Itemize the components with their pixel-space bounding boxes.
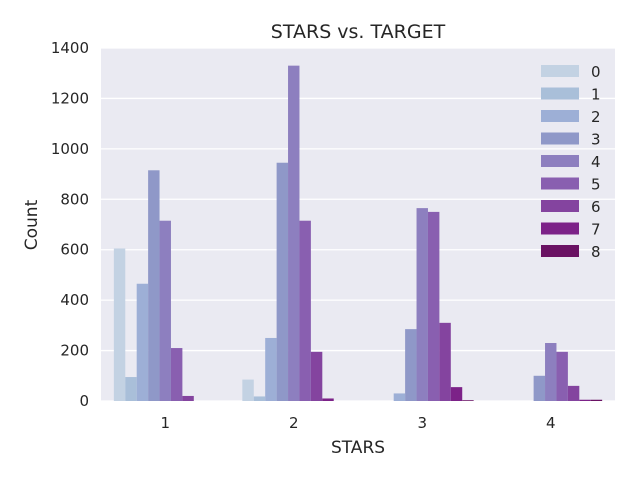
bar — [462, 400, 474, 401]
y-tick-label: 1200 — [51, 89, 89, 107]
legend: 0 1 2 3 4 5 6 7 8 — [541, 63, 601, 261]
legend-swatch — [541, 245, 579, 257]
bar — [299, 220, 311, 401]
y-tick-label: 1400 — [51, 39, 89, 57]
legend-label: 2 — [591, 108, 601, 126]
bar — [450, 387, 463, 401]
bar — [405, 329, 417, 401]
bar — [567, 385, 580, 401]
legend-swatch — [541, 222, 579, 235]
legend-label: 4 — [591, 153, 601, 171]
legend-label: 0 — [591, 63, 601, 81]
legend-swatch — [541, 177, 579, 190]
x-tick-label: 2 — [289, 414, 299, 432]
bar — [265, 337, 277, 401]
bar — [533, 375, 546, 401]
x-tick-labels: 1 2 3 4 — [160, 414, 555, 432]
bar — [182, 395, 194, 401]
legend-swatch — [541, 65, 579, 77]
x-tick-label: 3 — [417, 414, 427, 432]
legend-label: 6 — [591, 198, 601, 216]
x-tick-label: 4 — [546, 414, 556, 432]
bar — [310, 351, 323, 401]
bar — [288, 65, 300, 402]
bar — [253, 396, 266, 401]
legend-label: 5 — [591, 176, 601, 194]
legend-swatch — [541, 132, 579, 145]
legend-swatch — [541, 110, 579, 122]
bar — [322, 398, 334, 401]
legend-swatch — [541, 87, 579, 100]
bar — [125, 377, 137, 401]
x-tick-label: 1 — [160, 414, 170, 432]
legend-label: 8 — [591, 243, 601, 261]
bar — [136, 283, 149, 401]
bar — [556, 351, 568, 401]
bar — [590, 399, 603, 401]
y-axis-label: Count — [22, 199, 42, 250]
bar — [242, 379, 254, 401]
y-tick-label: 0 — [79, 392, 89, 410]
y-tick-label: 400 — [60, 291, 89, 309]
legend-label: 7 — [591, 221, 601, 239]
bar — [393, 393, 406, 401]
bar — [427, 211, 440, 401]
chart-title: STARS vs. TARGET — [271, 21, 446, 43]
bar — [148, 170, 160, 401]
y-tick-label: 600 — [60, 241, 89, 259]
y-tick-label: 800 — [60, 190, 89, 208]
y-tick-label: 200 — [60, 342, 89, 360]
legend-label: 1 — [591, 86, 601, 104]
bars — [113, 65, 603, 402]
bar — [439, 322, 451, 401]
bar — [545, 343, 557, 401]
legend-label: 3 — [591, 131, 601, 149]
bar — [276, 162, 289, 401]
y-tick-labels: 0 200 400 600 800 1000 1200 1400 — [51, 39, 89, 410]
bar — [159, 220, 171, 401]
legend-swatch — [541, 200, 579, 212]
bar — [113, 248, 126, 401]
bar — [579, 399, 591, 401]
plot-area — [101, 48, 615, 401]
y-tick-label: 1000 — [51, 140, 89, 158]
legend-swatch — [541, 155, 579, 167]
bar — [416, 208, 428, 401]
bar — [170, 348, 183, 401]
x-axis-label: STARS — [331, 438, 385, 458]
